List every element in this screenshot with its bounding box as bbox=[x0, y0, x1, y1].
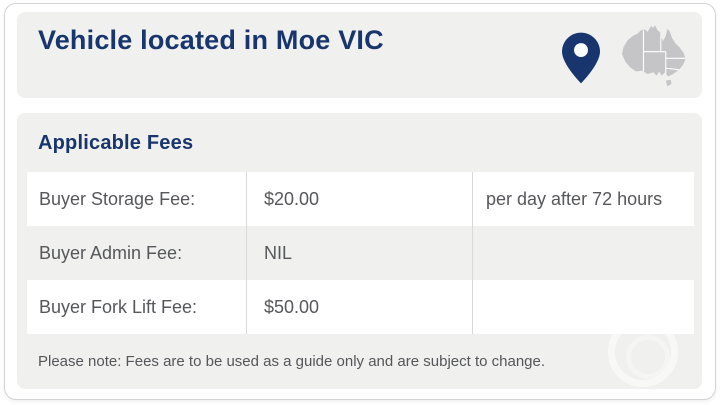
fee-value: $50.00 bbox=[247, 280, 473, 334]
fee-label: Buyer Fork Lift Fee: bbox=[27, 280, 247, 334]
fee-row-forklift: Buyer Fork Lift Fee: $50.00 bbox=[27, 280, 694, 334]
applicable-fees-panel: Applicable Fees Buyer Storage Fee: $20.0… bbox=[17, 113, 702, 389]
disclaimer-row: Please note: Fees are to be used as a gu… bbox=[27, 334, 694, 388]
australia-map-icon bbox=[622, 25, 686, 87]
fee-row-admin: Buyer Admin Fee: NIL bbox=[27, 226, 694, 280]
vehicle-fees-card: Vehicle located in Moe VIC bbox=[4, 3, 716, 400]
fee-note bbox=[473, 226, 694, 280]
applicable-fees-title: Applicable Fees bbox=[38, 132, 194, 154]
fees-table: Buyer Storage Fee: $20.00 per day after … bbox=[27, 172, 694, 334]
vehicle-location-title: Vehicle located in Moe VIC bbox=[38, 25, 384, 55]
location-pin-icon bbox=[562, 32, 600, 84]
circular-watermark-inner bbox=[626, 335, 670, 379]
fee-note: per day after 72 hours bbox=[486, 188, 663, 209]
fees-disclaimer: Please note: Fees are to be used as a gu… bbox=[38, 352, 546, 370]
fee-value: $20.00 bbox=[247, 172, 473, 226]
fee-value: NIL bbox=[247, 226, 473, 280]
fee-label: Buyer Storage Fee: bbox=[27, 172, 247, 226]
fee-note bbox=[473, 280, 694, 334]
fee-row-storage: Buyer Storage Fee: $20.00 per day after … bbox=[27, 172, 694, 226]
fee-label: Buyer Admin Fee: bbox=[27, 226, 247, 280]
location-header-panel: Vehicle located in Moe VIC bbox=[17, 12, 702, 98]
